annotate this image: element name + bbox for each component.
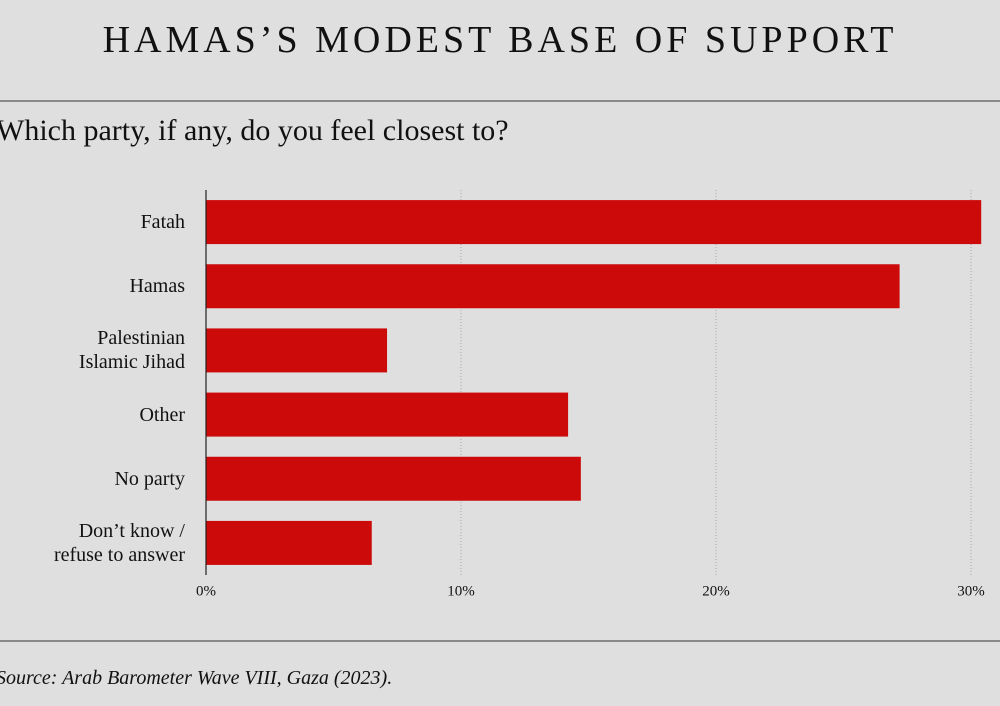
y-tick-label: Don’t know / refuse to answer bbox=[53, 519, 185, 566]
y-tick-label: Palestinian Islamic Jihad bbox=[78, 327, 185, 374]
bar bbox=[206, 200, 982, 245]
x-tick-label: 10% bbox=[447, 583, 475, 599]
bar bbox=[206, 328, 388, 373]
x-tick-label: 20% bbox=[702, 583, 730, 599]
y-tick-label: Hamas bbox=[129, 275, 185, 298]
bar bbox=[206, 264, 900, 309]
y-tick-label: Other bbox=[139, 403, 185, 426]
source-note: Source: Arab Barometer Wave VIII, Gaza (… bbox=[0, 667, 393, 689]
bar bbox=[206, 520, 372, 565]
chart-title: HAMAS’S MODEST BASE OF SUPPORT bbox=[102, 19, 898, 61]
x-tick-label: 0% bbox=[196, 583, 216, 599]
bar bbox=[206, 456, 581, 501]
chart-subtitle: Which party, if any, do you feel closest… bbox=[0, 114, 509, 147]
bar bbox=[206, 392, 569, 437]
y-tick-label: No party bbox=[114, 467, 185, 490]
x-tick-label: 30% bbox=[957, 583, 985, 599]
y-tick-label: Fatah bbox=[140, 211, 185, 234]
